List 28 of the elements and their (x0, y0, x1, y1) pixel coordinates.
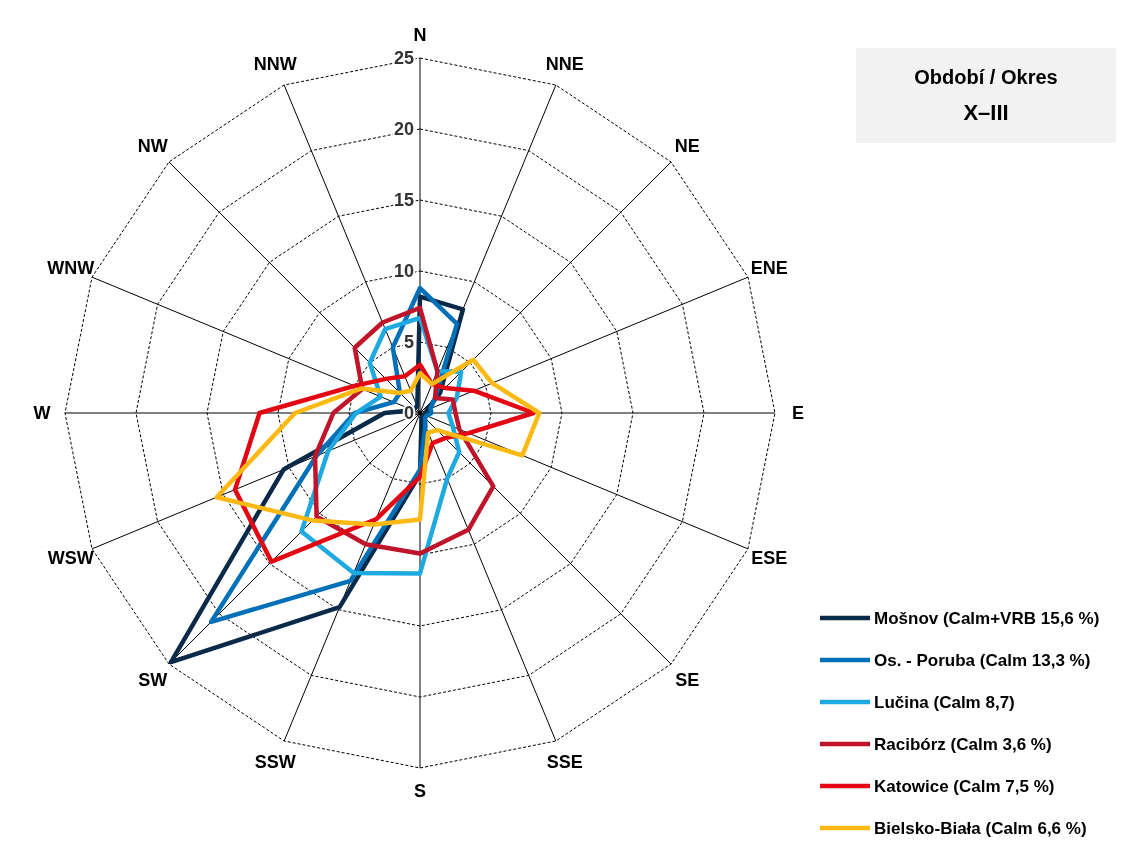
y-tick-label: 15 (393, 190, 414, 210)
spoke-label: SW (138, 670, 168, 691)
legend-label: Racibórz (Calm 3,6 %) (874, 734, 1052, 754)
spoke-label: NNE (545, 53, 584, 74)
spoke-label: SE (675, 670, 700, 691)
spoke-label: WSW (47, 547, 94, 568)
spoke-label: NE (674, 135, 700, 156)
legend-label: Bielsko-Biała (Calm 6,6 %) (874, 818, 1087, 838)
y-tick-label: 10 (393, 261, 414, 281)
y-tick-label: 25 (393, 48, 414, 68)
y-tick-label: 0 (403, 403, 414, 423)
spoke-label: N (413, 24, 427, 45)
spoke-label: ENE (750, 258, 788, 279)
spoke-label: WNW (47, 258, 95, 279)
legend-label: Lučina (Calm 8,7) (874, 692, 1015, 712)
legend-label: Mošnov (Calm+VRB 15,6 %) (874, 608, 1100, 628)
spoke-label: SSW (254, 752, 296, 773)
spoke-label: NNW (253, 53, 297, 74)
spoke-label: S (413, 781, 427, 802)
legend-label: Os. - Poruba (Calm 13,3 %) (874, 650, 1091, 670)
spoke-label: E (792, 403, 805, 423)
legend-label: Katowice (Calm 7,5 %) (874, 776, 1055, 796)
spoke-label: ESE (751, 547, 788, 568)
text: Období / Okres (914, 66, 1058, 88)
text: X–III (963, 100, 1009, 125)
spoke-label: SSE (546, 752, 583, 773)
spoke-label: NW (137, 135, 168, 156)
spoke-label: W (33, 403, 51, 423)
